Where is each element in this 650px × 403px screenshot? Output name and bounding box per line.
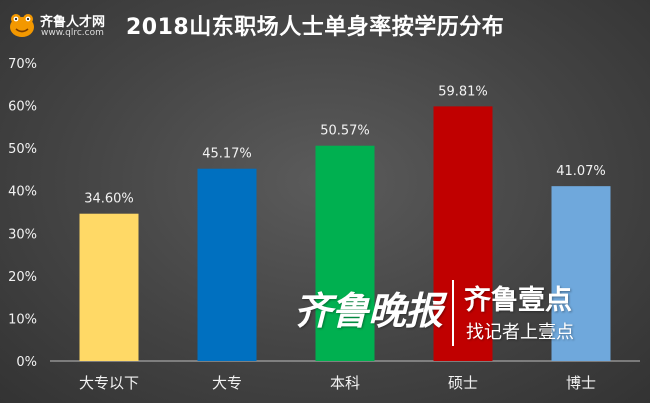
category-labels: 大专以下 大专 本科 硕士 博士 bbox=[79, 374, 596, 392]
data-label: 59.81% bbox=[438, 84, 488, 99]
y-tick-label: 50% bbox=[8, 142, 37, 157]
y-tick-label: 10% bbox=[8, 312, 37, 327]
data-label: 41.07% bbox=[556, 164, 606, 179]
bar bbox=[315, 145, 375, 361]
category-label: 本科 bbox=[330, 374, 360, 392]
category-label: 大专 bbox=[212, 374, 242, 392]
watermark-slogan: 找记者上壹点 bbox=[466, 322, 574, 343]
y-tick-label: 20% bbox=[8, 270, 37, 285]
y-tick-label: 0% bbox=[16, 355, 37, 370]
bar bbox=[433, 106, 493, 362]
y-tick-label: 70% bbox=[8, 57, 37, 72]
watermark-divider bbox=[452, 280, 454, 346]
logo-url: www.qlrc.com bbox=[41, 28, 104, 38]
watermark-brand: 齐鲁壹点 bbox=[464, 285, 572, 316]
bar bbox=[551, 186, 611, 361]
y-tick-label: 40% bbox=[8, 185, 37, 200]
logo-name: 齐鲁人才网 bbox=[40, 15, 106, 30]
category-label: 硕士 bbox=[448, 374, 478, 392]
data-labels: 34.60% 45.17% 50.57% 59.81% 41.07% bbox=[84, 84, 606, 206]
chart-title: 2018山东职场人士单身率按学历分布 bbox=[126, 15, 505, 40]
category-label: 大专以下 bbox=[79, 374, 139, 392]
watermark-calligraphy: 齐鲁晚报 bbox=[294, 288, 443, 333]
site-logo: 齐鲁人才网 www.qlrc.com bbox=[8, 8, 118, 42]
bars bbox=[79, 106, 611, 362]
bar bbox=[197, 168, 257, 361]
newspaper-watermark: 齐鲁晚报 齐鲁壹点 找记者上壹点 bbox=[294, 272, 614, 354]
data-label: 45.17% bbox=[202, 147, 252, 162]
frog-mascot-icon bbox=[10, 14, 34, 37]
data-label: 34.60% bbox=[84, 192, 134, 207]
y-tick-label: 30% bbox=[8, 227, 37, 242]
category-label: 博士 bbox=[566, 374, 596, 392]
bar bbox=[79, 213, 139, 361]
y-tick-label: 60% bbox=[8, 100, 37, 115]
y-axis-ticks: 0% 10% 20% 30% 40% 50% 60% 70% bbox=[8, 57, 37, 370]
data-label: 50.57% bbox=[320, 124, 370, 139]
